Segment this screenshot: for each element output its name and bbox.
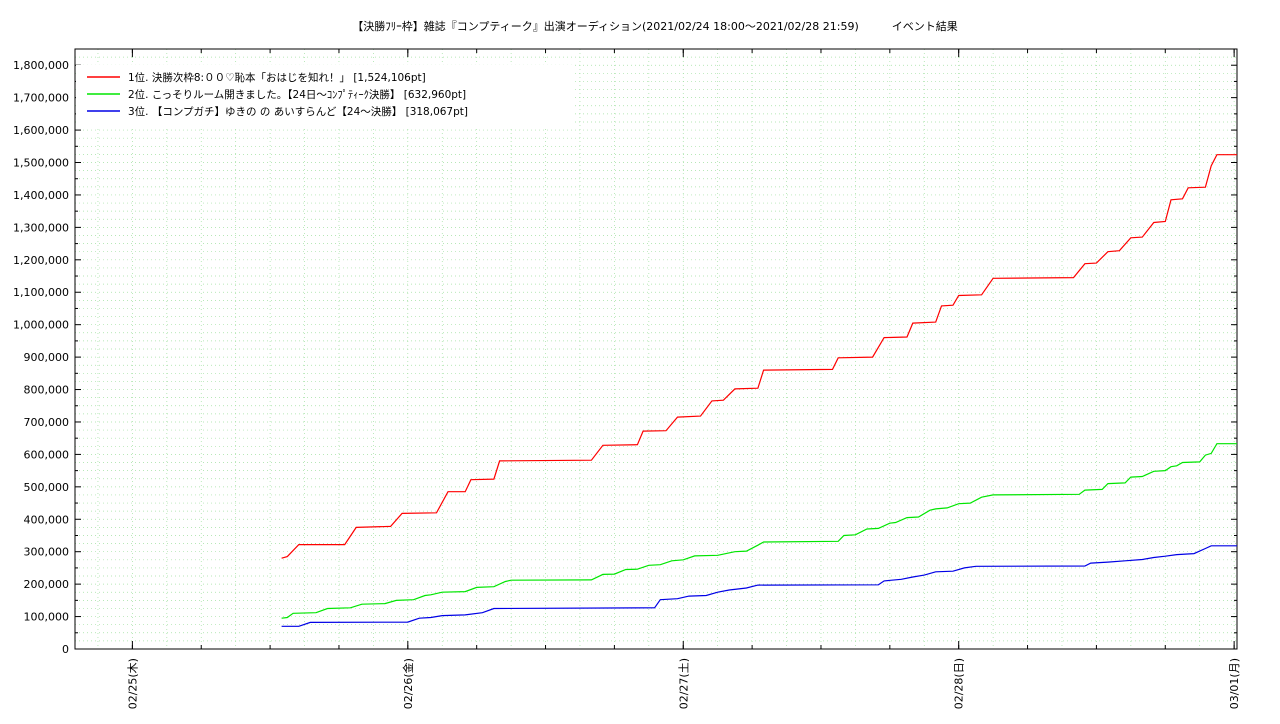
y-tick-label: 1,400,000 — [13, 189, 69, 202]
y-tick-label: 1,000,000 — [13, 319, 69, 332]
y-tick-label: 1,700,000 — [13, 92, 69, 105]
y-tick-label: 800,000 — [24, 384, 70, 397]
series-line — [281, 154, 1237, 559]
y-tick-label: 100,000 — [24, 611, 70, 624]
y-tick-label: 900,000 — [24, 351, 70, 364]
series-line — [281, 443, 1237, 619]
x-tick-label: 02/27(土) — [677, 658, 690, 709]
axes: 0 100,000 200,000 300,000 400,000 500,000 600,… — [13, 48, 1241, 709]
y-tick-label: 1,500,000 — [13, 157, 69, 170]
legend-background — [76, 65, 574, 127]
legend: 1位. 決勝次枠8:００♡恥本「おはじを知れ！」 [1,524,106pt] 2位… — [76, 65, 574, 127]
y-tick-label: 1,200,000 — [13, 254, 69, 267]
series-line — [281, 545, 1237, 627]
y-tick-label: 500,000 — [24, 481, 70, 494]
y-tick-label: 300,000 — [24, 546, 70, 559]
x-tick-label: 02/28(日) — [953, 658, 966, 709]
x-tick-label: 02/25(木) — [126, 658, 139, 709]
y-tick-label: 1,600,000 — [13, 124, 69, 137]
chart-title: 【決勝ﾌﾘｰ枠】雑誌『コンプティーク』出演オーディション(2021/02/24 … — [352, 19, 958, 33]
y-tick-label: 1,100,000 — [13, 286, 69, 299]
legend-entry: 2位. こっそりルーム開きました。【24日～ｺﾝﾌﾟﾃｨｰｸ決勝】 [632,9… — [128, 88, 466, 101]
plot-frame — [74, 48, 1238, 650]
y-tick-label: 1,300,000 — [13, 221, 69, 234]
series-lines — [281, 154, 1237, 627]
y-tick-label: 0 — [62, 643, 69, 656]
legend-entry: 1位. 決勝次枠8:００♡恥本「おはじを知れ！」 [1,524,106pt] — [128, 71, 426, 84]
y-tick-label: 600,000 — [24, 448, 70, 461]
grid — [75, 49, 1237, 649]
y-tick-label: 400,000 — [24, 513, 70, 526]
y-tick-label: 700,000 — [24, 416, 70, 429]
x-tick-label: 02/26(金) — [401, 658, 415, 709]
x-tick-label: 03/01(月) — [1228, 658, 1241, 709]
y-tick-label: 200,000 — [24, 578, 70, 591]
y-tick-label: 1,800,000 — [13, 59, 69, 72]
legend-entry: 3位. 【コンプガチ】ゆきの の あいすらんど【24～決勝】 [318,067p… — [128, 105, 468, 118]
